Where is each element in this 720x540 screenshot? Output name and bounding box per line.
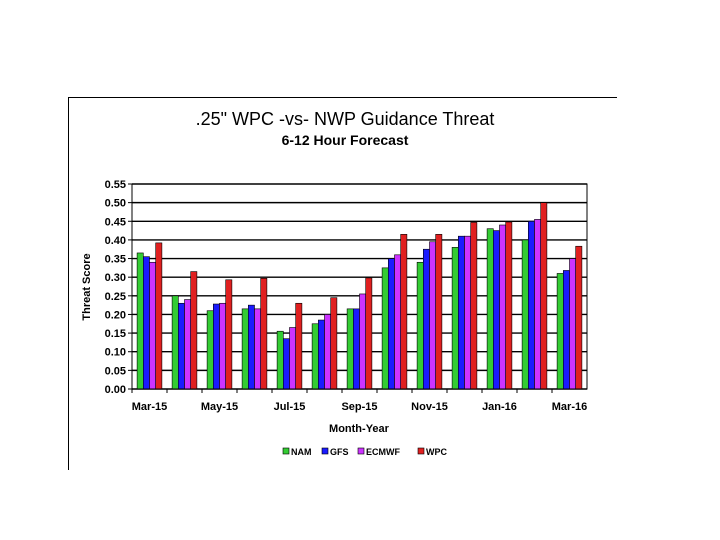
bar-ecmwf-jun-15: [254, 308, 261, 390]
bar-wpc-apr-15: [190, 271, 198, 390]
bar-gfs-mar-16: [562, 270, 570, 390]
x-tick-label: Mar-15: [132, 401, 167, 413]
frame-top-border: [68, 97, 617, 98]
bar-gfs-jul-15: [282, 338, 290, 390]
x-axis-label: Month-Year: [329, 423, 390, 435]
bar-ecmwf-feb-16: [534, 219, 541, 390]
y-tick-label: 0.40: [105, 235, 126, 247]
bar-wpc-jul-15: [295, 302, 303, 390]
bar-wpc-aug-15: [330, 297, 338, 390]
legend-label-wpc: WPC: [426, 447, 447, 457]
y-tick-label: 0.15: [105, 328, 126, 340]
bar-wpc-jun-15: [260, 277, 268, 390]
legend-swatch-nam: [282, 447, 290, 455]
bar-wpc-dec-15: [470, 222, 478, 390]
bar-nam-may-15: [206, 310, 214, 390]
bar-ecmwf-may-15: [219, 302, 226, 390]
y-axis-label: Threat Score: [81, 253, 93, 320]
bar-nam-oct-15: [381, 267, 389, 390]
legend-swatch-wpc: [417, 447, 425, 455]
bar-nam-jun-15: [241, 308, 249, 390]
y-tick-label: 0.25: [105, 291, 126, 303]
bar-ecmwf-nov-15: [429, 241, 436, 390]
y-axis-ticks: 0.00 0.05 0.10 0.15 0.20 0.25 0.30 0.35 0.40 0.45…: [105, 179, 132, 396]
bar-nam-sep-15: [346, 308, 354, 390]
bar-gfs-jan-16: [492, 230, 500, 390]
bar-ecmwf-oct-15: [394, 254, 401, 390]
bar-nam-dec-15: [451, 247, 459, 390]
bar-ecmwf-jan-16: [499, 224, 506, 390]
bar-gfs-apr-15: [178, 302, 185, 390]
y-tick-label: 0.50: [105, 198, 126, 210]
x-axis-ticks: Mar-15 May-15 Jul-15 Sep-15 Nov-15 Jan-16 Mar-…: [131, 389, 587, 413]
legend-label-nam: NAM: [291, 447, 312, 457]
bar-wpc-mar-15: [155, 242, 163, 390]
chart-subtitle: 6-12 Hour Forecast: [282, 132, 409, 148]
legend-swatch-gfs: [321, 447, 329, 455]
legend-swatch-ecmwf: [357, 447, 365, 455]
bar-nam-aug-15: [311, 323, 319, 390]
bar-wpc-feb-16: [540, 202, 548, 390]
bar-gfs-may-15: [213, 303, 220, 390]
chart-title: .25" WPC -vs- NWP Guidance Threat: [196, 109, 495, 129]
y-tick-label: 0.55: [105, 179, 126, 191]
bar-ecmwf-apr-15: [184, 299, 191, 390]
bar-wpc-oct-15: [400, 234, 408, 390]
bar-wpc-nov-15: [435, 234, 443, 390]
bar-wpc-jan-16: [505, 221, 513, 390]
bar-gfs-mar-15: [143, 256, 150, 390]
bar-nam-mar-15: [136, 252, 144, 390]
bar-wpc-mar-16: [575, 245, 583, 390]
bar-gfs-oct-15: [387, 258, 395, 390]
bar-gfs-aug-15: [317, 319, 325, 390]
plot-border: [131, 183, 588, 390]
x-tick-label: Jan-16: [482, 401, 517, 413]
bar-nam-nov-15: [416, 261, 424, 390]
y-tick-label: 0.35: [105, 254, 126, 266]
bar-nam-jul-15: [276, 330, 284, 390]
bar-ecmwf-mar-16: [569, 258, 576, 390]
y-tick-label: 0.30: [105, 272, 126, 284]
x-tick-label: Nov-15: [411, 401, 448, 413]
x-tick-label: Jul-15: [274, 401, 306, 413]
bar-ecmwf-sep-15: [359, 293, 366, 390]
x-tick-label: Sep-15: [341, 401, 377, 413]
bar-gfs-sep-15: [352, 308, 360, 390]
bar-ecmwf-jul-15: [289, 327, 296, 390]
bar-nam-apr-15: [171, 295, 179, 390]
x-tick-label: May-15: [201, 401, 238, 413]
y-tick-label: 0.45: [105, 216, 126, 228]
bar-ecmwf-aug-15: [324, 314, 331, 390]
legend-label-ecmwf: ECMWF: [366, 447, 400, 457]
bar-nam-jan-16: [486, 228, 494, 390]
bar-wpc-sep-15: [365, 277, 373, 390]
bar-gfs-feb-16: [527, 220, 535, 390]
bar-nam-mar-16: [556, 273, 564, 390]
bar-ecmwf-mar-15: [149, 261, 156, 390]
bar-gfs-dec-15: [457, 235, 465, 390]
y-tick-label: 0.10: [105, 347, 126, 359]
y-tick-label: 0.05: [105, 365, 126, 377]
bar-wpc-may-15: [225, 279, 233, 390]
frame-left-border: [68, 97, 69, 470]
legend-label-gfs: GFS: [330, 447, 349, 457]
x-tick-label: Mar-16: [552, 401, 587, 413]
y-tick-label: 0.20: [105, 309, 126, 321]
bar-gfs-nov-15: [422, 248, 430, 390]
bar-nam-feb-16: [521, 239, 529, 390]
legend: NAM GFS ECMWF WPC: [282, 447, 447, 457]
bar-gfs-jun-15: [248, 304, 255, 390]
bars-group: [136, 202, 583, 390]
y-tick-label: 0.00: [105, 384, 126, 396]
bar-ecmwf-dec-15: [464, 235, 471, 390]
